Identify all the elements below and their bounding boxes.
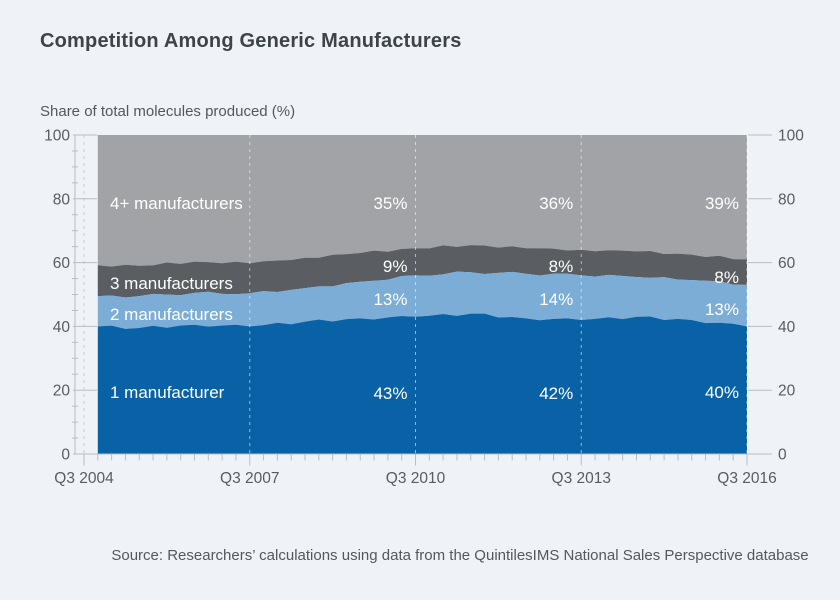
series-label-1-manufacturer: 1 manufacturer bbox=[110, 383, 225, 402]
series-label-4-manufacturers: 4+ manufacturers bbox=[110, 194, 243, 213]
value-label-q3-2016: 40% bbox=[705, 383, 739, 402]
value-label-q3-2016: 13% bbox=[705, 300, 739, 319]
x-tick-label: Q3 2010 bbox=[386, 470, 446, 487]
value-label-q3-2016: 39% bbox=[705, 194, 739, 213]
y-tick-label-left: 80 bbox=[53, 191, 71, 208]
value-label-q3-2016: 8% bbox=[714, 268, 739, 287]
x-tick-label: Q3 2004 bbox=[54, 470, 114, 487]
x-tick-label: Q3 2013 bbox=[552, 470, 611, 487]
y-tick-label-right: 0 bbox=[778, 447, 787, 464]
x-tick-label: Q3 2016 bbox=[717, 470, 776, 487]
value-label-q3-2013: 8% bbox=[549, 257, 574, 276]
x-tick-label: Q3 2007 bbox=[220, 470, 279, 487]
value-label-q3-2013: 42% bbox=[539, 384, 573, 403]
y-tick-label-left: 40 bbox=[53, 319, 71, 336]
area-4plus-manufacturers bbox=[97, 135, 748, 267]
y-tick-label-left: 0 bbox=[61, 447, 70, 464]
y-tick-label-left: 100 bbox=[44, 128, 70, 145]
source-note: Source: Researchers’ calculations using … bbox=[111, 547, 809, 564]
value-label-q3-2013: 14% bbox=[539, 290, 573, 309]
value-label-q3-2010: 35% bbox=[373, 194, 407, 213]
y-tick-label-right: 20 bbox=[778, 383, 796, 400]
area-2-manufacturers bbox=[97, 271, 748, 329]
value-label-q3-2013: 36% bbox=[539, 194, 573, 213]
y-tick-label-right: 60 bbox=[778, 255, 796, 272]
area-3-manufacturers bbox=[97, 245, 748, 298]
series-label-2-manufacturers: 2 manufacturers bbox=[110, 305, 233, 324]
y-tick-label-right: 40 bbox=[778, 319, 796, 336]
y-tick-label-right: 100 bbox=[778, 128, 804, 145]
value-label-q3-2010: 9% bbox=[383, 257, 408, 276]
chart-title: Competition Among Generic Manufacturers bbox=[40, 30, 462, 52]
series-label-3-manufacturers: 3 manufacturers bbox=[110, 274, 233, 293]
area-1-manufacturer bbox=[97, 313, 748, 454]
y-tick-label-right: 80 bbox=[778, 191, 796, 208]
value-label-q3-2010: 13% bbox=[373, 290, 407, 309]
value-label-q3-2010: 43% bbox=[373, 384, 407, 403]
y-tick-label-left: 20 bbox=[53, 383, 71, 400]
y-axis-unit-label: Share of total molecules produced (%) bbox=[40, 103, 296, 120]
y-tick-label-left: 60 bbox=[53, 255, 71, 272]
